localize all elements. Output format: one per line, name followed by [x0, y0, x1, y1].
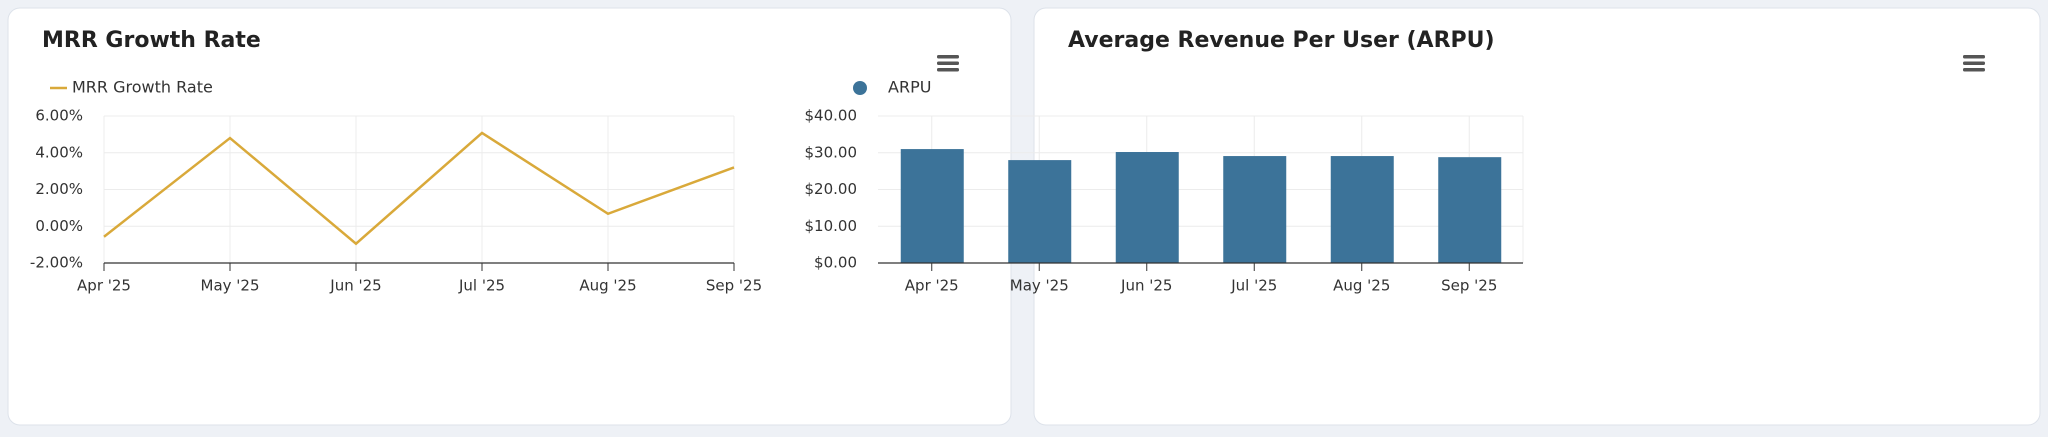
legend-label: ARPU [888, 78, 931, 97]
x-tick-label: Aug '25 [1333, 277, 1390, 295]
x-tick-label: Jul '25 [1230, 277, 1277, 295]
x-tick-label: May '25 [1010, 277, 1069, 295]
menu-icon[interactable] [937, 55, 959, 72]
card [7, 7, 1012, 426]
legend-swatch [853, 81, 867, 95]
y-tick-label: $40.00 [805, 107, 858, 125]
chart-title: Average Revenue Per User (ARPU) [1068, 28, 1495, 53]
y-tick-label: $0.00 [814, 254, 857, 272]
bar [1438, 157, 1502, 263]
y-tick-label: 0.00% [35, 217, 83, 235]
bar [1223, 156, 1287, 263]
bar [1008, 160, 1072, 263]
x-tick-label: Jun '25 [1120, 277, 1172, 295]
bar [1115, 152, 1179, 263]
line-series [103, 131, 735, 246]
x-tick-label: Jun '25 [329, 277, 381, 295]
legend-label: MRR Growth Rate [72, 78, 213, 97]
x-tick-label: Sep '25 [1441, 277, 1497, 295]
x-tick-label: Aug '25 [579, 277, 636, 295]
card [1033, 7, 2041, 426]
x-tick-label: May '25 [201, 277, 260, 295]
y-tick-label: 6.00% [35, 107, 83, 125]
y-tick-label: $30.00 [805, 143, 858, 161]
bar [1330, 156, 1394, 263]
y-tick-label: 2.00% [35, 180, 83, 198]
x-tick-label: Apr '25 [77, 277, 131, 295]
x-tick-label: Apr '25 [905, 277, 959, 295]
y-tick-label: $10.00 [805, 217, 858, 235]
y-tick-label: $20.00 [805, 180, 858, 198]
chart-title: MRR Growth Rate [42, 28, 261, 53]
bar [900, 149, 964, 263]
menu-icon[interactable] [1963, 55, 1985, 72]
y-tick-label: 4.00% [35, 143, 83, 161]
x-tick-label: Sep '25 [706, 277, 762, 295]
x-tick-label: Jul '25 [458, 277, 505, 295]
y-tick-label: -2.00% [30, 254, 83, 272]
